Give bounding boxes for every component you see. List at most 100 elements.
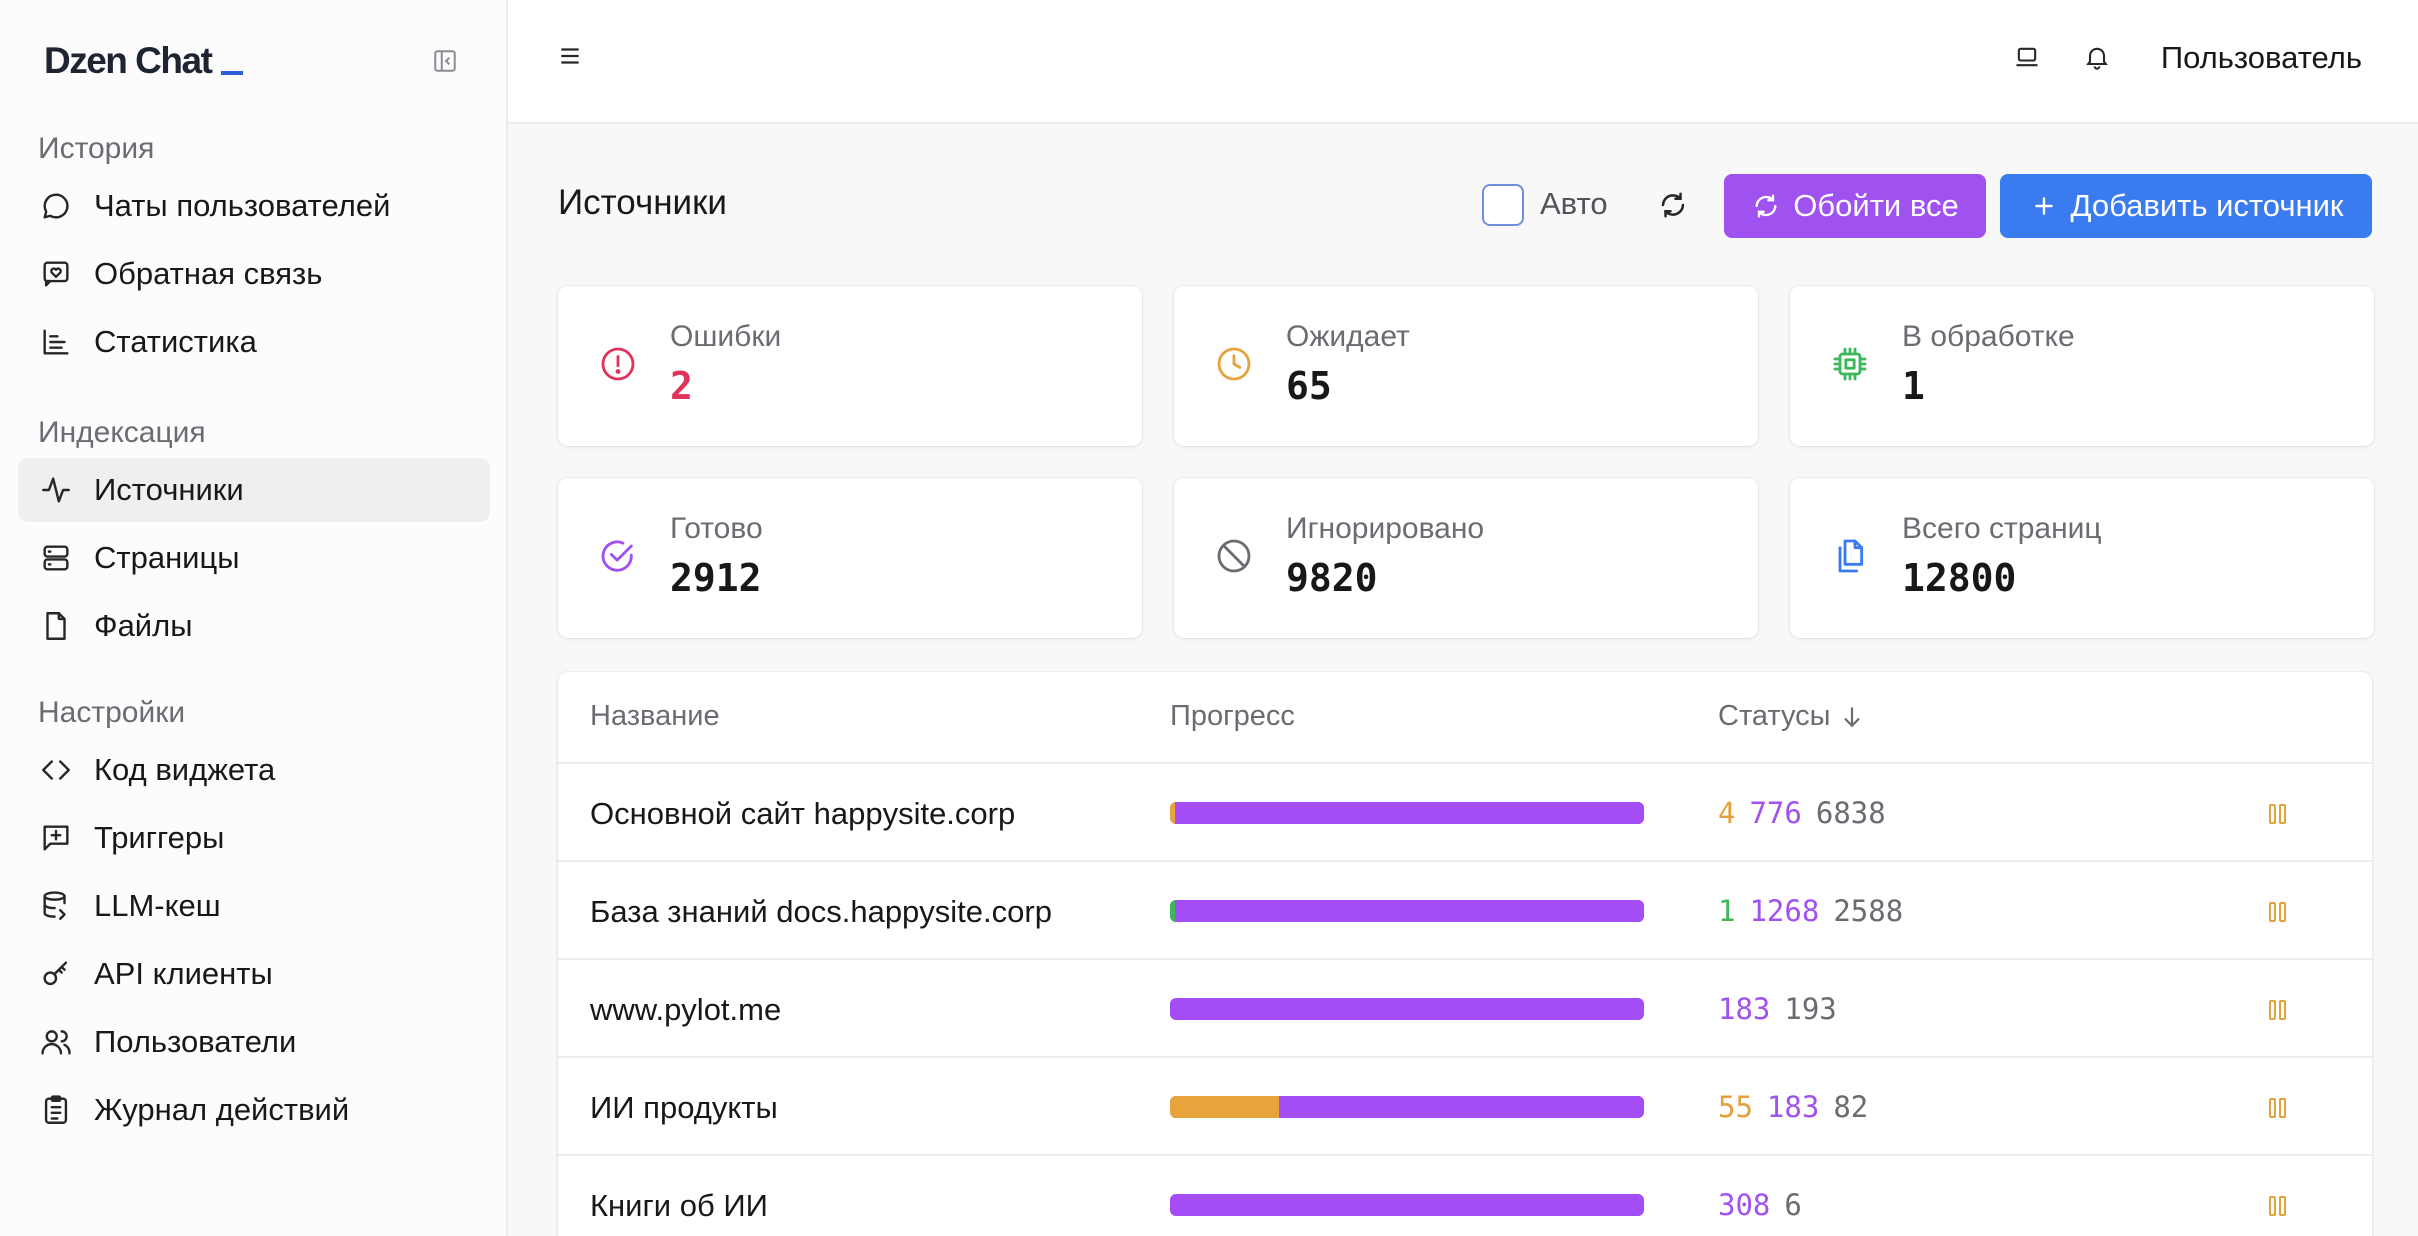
nav-group: Индексация Источники Страницы Файлы [18, 408, 490, 662]
stat-value: 2912 [670, 556, 762, 600]
sidebar-item[interactable]: Триггеры [18, 806, 490, 870]
check-circle-icon [596, 534, 640, 578]
status-count: 1268 [1749, 894, 1820, 928]
progress-bar [1170, 1194, 1644, 1216]
message-plus-icon [38, 820, 74, 856]
sources-table: Название Прогресс Статусы Основной сайт … [558, 672, 2372, 1236]
add-source-label: Добавить источник [2070, 188, 2344, 223]
laptop-icon[interactable] [2010, 40, 2044, 74]
menu-icon[interactable] [552, 38, 588, 74]
table-row[interactable]: ИИ продукты 55 183 82 [558, 1058, 2372, 1156]
logo[interactable]: Dzen Chat [44, 40, 244, 82]
sidebar-item[interactable]: Журнал действий [18, 1078, 490, 1142]
stat-label: Игнорировано [1286, 512, 1485, 545]
files-copy-icon [1828, 534, 1872, 578]
progress-segment [1174, 900, 1644, 922]
column-progress-header[interactable]: Прогресс [1170, 700, 1295, 732]
sidebar-item-label: Страницы [94, 540, 240, 575]
feedback-heart-icon [38, 256, 74, 292]
status-counts: 183 193 [1718, 992, 1851, 1026]
nav-group: Настройки Код виджета Триггеры LLM-кеш API к… [18, 688, 490, 1146]
stat-card: В обработке 1 [1790, 286, 2374, 446]
source-name[interactable]: Книги об ИИ [590, 1188, 768, 1223]
status-count: 55 [1718, 1090, 1753, 1124]
stat-card: Всего страниц 12800 [1790, 478, 2374, 638]
progress-bar [1170, 802, 1644, 824]
sidebar-item[interactable]: Файлы [18, 594, 490, 658]
source-name[interactable]: ИИ продукты [590, 1090, 778, 1125]
add-source-button[interactable]: Добавить источник [2000, 174, 2372, 238]
progress-segment [1170, 1194, 1644, 1216]
status-count: 308 [1718, 1188, 1771, 1222]
crawl-all-button[interactable]: Обойти все [1724, 174, 1986, 238]
status-counts: 55 183 82 [1718, 1090, 1882, 1124]
status-counts: 4 776 6838 [1718, 796, 1900, 830]
user-menu[interactable]: Пользователь [2160, 40, 2362, 75]
sidebar-item-label: Чаты пользователей [94, 188, 391, 223]
sidebar-item[interactable]: Источники [18, 458, 490, 522]
refresh-icon[interactable] [1654, 186, 1692, 224]
sidebar-item-label: Обратная связь [94, 256, 323, 291]
cpu-chip-icon [1828, 342, 1872, 386]
table-row[interactable]: База знаний docs.happysite.corp 1 1268 258… [558, 862, 2372, 960]
status-count: 6838 [1815, 796, 1886, 830]
statuses-header-label: Статусы [1718, 700, 1831, 732]
status-counts: 308 6 [1718, 1188, 1816, 1222]
collapse-sidebar-icon[interactable] [428, 44, 462, 78]
status-count: 2588 [1833, 894, 1904, 928]
nav-group-title: Индексация [38, 416, 206, 449]
column-name-header[interactable]: Название [590, 700, 720, 732]
source-name[interactable]: Основной сайт happysite.corp [590, 796, 1016, 831]
sidebar-item[interactable]: Статистика [18, 310, 490, 374]
pause-icon[interactable] [2264, 898, 2292, 926]
bell-icon[interactable] [2080, 40, 2114, 74]
key-icon [38, 956, 74, 992]
sidebar-item-label: Код виджета [94, 752, 276, 787]
crawl-all-label: Обойти все [1793, 188, 1959, 223]
sidebar-item[interactable]: Чаты пользователей [18, 174, 490, 238]
pause-icon[interactable] [2264, 1192, 2292, 1220]
sidebar-item[interactable]: Страницы [18, 526, 490, 590]
pause-icon[interactable] [2264, 800, 2292, 828]
source-name[interactable]: www.pylot.me [590, 992, 782, 1027]
server-rows-icon [38, 540, 74, 576]
status-count: 183 [1718, 992, 1771, 1026]
source-name[interactable]: База знаний docs.happysite.corp [590, 894, 1052, 929]
bar-chart-icon [38, 324, 74, 360]
column-statuses-header[interactable]: Статусы [1718, 700, 1865, 733]
pause-icon[interactable] [2264, 996, 2292, 1024]
table-row[interactable]: Книги об ИИ 308 6 [558, 1156, 2372, 1236]
auto-checkbox[interactable] [1482, 184, 1524, 226]
sidebar-item[interactable]: LLM-кеш [18, 874, 490, 938]
stat-label: Всего страниц [1902, 512, 2102, 545]
topbar: Пользователь [508, 0, 2418, 124]
sidebar-item[interactable]: Код виджета [18, 738, 490, 802]
sidebar: Dzen Chat История Чаты пользователей Обрат… [0, 0, 508, 1236]
chat-bubble-icon [38, 188, 74, 224]
table-header: Название Прогресс Статусы [558, 672, 2372, 764]
status-count: 4 [1718, 796, 1736, 830]
progress-segment [1170, 998, 1644, 1020]
progress-bar [1170, 998, 1644, 1020]
sidebar-item[interactable]: Обратная связь [18, 242, 490, 306]
stat-card: Ошибки 2 [558, 286, 1142, 446]
stat-card: Игнорировано 9820 [1174, 478, 1758, 638]
stat-card: Ожидает 65 [1174, 286, 1758, 446]
alert-circle-icon [596, 342, 640, 386]
pause-icon[interactable] [2264, 1094, 2292, 1122]
page-title: Источники [558, 183, 727, 222]
file-icon [38, 608, 74, 644]
sidebar-item[interactable]: Пользователи [18, 1010, 490, 1074]
table-row[interactable]: Основной сайт happysite.corp 4 776 6838 [558, 764, 2372, 862]
status-count: 193 [1784, 992, 1837, 1026]
stat-label: В обработке [1902, 320, 2075, 353]
sidebar-item[interactable]: API клиенты [18, 942, 490, 1006]
nav-group: История Чаты пользователей Обратная связь С… [18, 124, 490, 378]
table-row[interactable]: www.pylot.me 183 193 [558, 960, 2372, 1058]
sidebar-item-label: Статистика [94, 324, 257, 359]
stat-card: Готово 2912 [558, 478, 1142, 638]
database-icon [38, 888, 74, 924]
logo-cursor [221, 71, 244, 75]
code-brackets-icon [38, 752, 74, 788]
status-count: 1 [1718, 894, 1736, 928]
